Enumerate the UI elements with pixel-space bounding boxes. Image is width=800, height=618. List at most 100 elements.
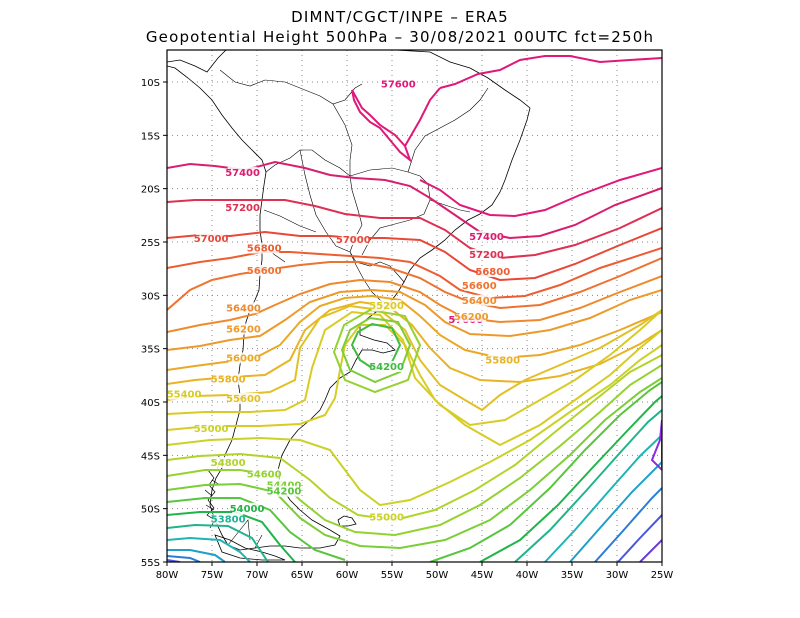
y-tick-label: 25S <box>141 238 160 249</box>
x-tick-label: 40W <box>516 570 539 581</box>
x-tick-label: 35W <box>561 570 584 581</box>
contour-label-background <box>249 468 280 480</box>
y-tick-label: 40S <box>141 398 160 409</box>
contour-label-background <box>213 373 244 385</box>
contour-label: 56600 <box>247 266 282 277</box>
contour-label: 53800 <box>211 514 246 525</box>
x-tick-label: 80W <box>156 570 179 581</box>
contour-53600 <box>167 434 662 562</box>
contour-label-background <box>213 456 244 468</box>
x-tick-label: 55W <box>381 570 404 581</box>
contour-label-background <box>227 202 258 213</box>
contour-label-background <box>196 422 227 434</box>
contour-label: 56800 <box>247 244 282 255</box>
contour-label: 57000 <box>194 234 229 245</box>
y-tick-label: 20S <box>141 185 160 196</box>
x-tick-label: 65W <box>291 570 314 581</box>
contour-label-background <box>228 392 259 404</box>
latitude-ticks: 10S 15S 20S 25S 30S 35S 40S 45S 50S 55S <box>141 78 167 569</box>
x-tick-label: 75W <box>201 570 224 581</box>
contour-label: 54200 <box>369 362 404 373</box>
contour-label: 56800 <box>475 267 510 278</box>
border-lines <box>219 69 489 549</box>
contour-label: 57600 <box>381 79 416 90</box>
x-tick-label: 45W <box>471 570 494 581</box>
contour-label-background <box>338 234 369 245</box>
contour-labels: 5760057600574005740057200572005700057000… <box>167 78 520 525</box>
contour-54400-low <box>340 316 412 384</box>
contour-label: 57400 <box>225 168 260 179</box>
contour-label: 56600 <box>462 281 497 292</box>
contour-label: 57200 <box>469 250 504 261</box>
contour-label-background <box>269 479 299 491</box>
map-title-line-2: Geopotential Height 500hPa – 30/08/2021 … <box>145 28 655 46</box>
x-tick-label: 50W <box>426 570 449 581</box>
x-tick-label: 30W <box>606 570 629 581</box>
contour-label: 54200 <box>267 487 302 498</box>
contour-57600-north <box>351 55 662 163</box>
contour-label-background <box>169 388 200 400</box>
map-title-line-1: DIMNT/CGCT/INPE – ERA5 <box>291 8 509 26</box>
contour-55400 <box>167 309 662 427</box>
contour-label-background <box>228 302 259 314</box>
contour-label-background <box>371 511 402 523</box>
contour-57200 <box>167 199 662 260</box>
contour-label-background <box>471 230 502 242</box>
x-tick-label: 70W <box>246 570 269 581</box>
contour-label-background <box>464 279 495 291</box>
contour-label: 55800 <box>485 356 520 367</box>
contour-label: 55200 <box>369 301 404 312</box>
map-frame <box>166 49 663 563</box>
contour-55000 <box>167 344 662 507</box>
contour-label: 55600 <box>226 394 261 405</box>
contour-label-background <box>232 502 263 514</box>
contour-label-background <box>249 242 280 254</box>
contour-label: 55000 <box>194 424 229 435</box>
contour-54400 <box>167 377 662 550</box>
contour-55600 <box>167 304 662 412</box>
contour-label-background <box>487 354 518 366</box>
y-tick-label: 35S <box>141 345 160 356</box>
contour-label: 57200 <box>225 203 260 214</box>
contour-label: 56000 <box>226 353 261 364</box>
contour-label-background <box>228 323 259 335</box>
contour-57000 <box>167 227 662 282</box>
y-tick-label: 55S <box>141 558 160 569</box>
contour-57600-south <box>419 167 662 218</box>
contour-54000 <box>167 395 662 562</box>
contour-53200 <box>167 487 662 562</box>
tierra-del-fuego <box>214 534 286 561</box>
contour-label: 56200 <box>454 312 489 323</box>
x-tick-label: 60W <box>336 570 359 581</box>
longitude-ticks: 80W 75W 70W 65W 60W 55W 50W 45W 40W 35W 30W 25W <box>156 562 673 581</box>
contour-56200 <box>167 288 662 351</box>
contour-label-background <box>213 513 244 525</box>
contour-label: 54000 <box>230 504 265 515</box>
contour-label: 54800 <box>211 458 246 469</box>
contour-52600 <box>650 419 662 472</box>
contour-53800 <box>167 409 662 562</box>
contour-label: 57000 <box>336 235 371 246</box>
contour-label-background <box>249 264 280 276</box>
contour-label-background <box>464 294 495 306</box>
contour-54200 <box>167 381 662 562</box>
y-tick-label: 45S <box>141 451 160 462</box>
contour-label: 56400 <box>462 296 497 307</box>
contour-label-background <box>383 78 414 90</box>
contour-56400 <box>167 275 662 333</box>
contour-56600 <box>167 257 662 311</box>
y-tick-label: 10S <box>141 78 160 89</box>
contour-label: 55800 <box>211 375 246 386</box>
contour-label-background <box>269 485 299 497</box>
contour-label: 56200 <box>226 325 261 336</box>
contour-label-background <box>471 248 502 260</box>
contour-label: 55400 <box>167 390 202 401</box>
contour-label: 54600 <box>247 470 282 481</box>
contour-label-background <box>371 360 402 372</box>
contour-label: 57400 <box>469 232 504 243</box>
contour-label: 56400 <box>226 303 261 314</box>
y-tick-label: 30S <box>141 291 160 302</box>
y-tick-label: 15S <box>141 131 160 142</box>
contour-label-background <box>371 300 402 312</box>
